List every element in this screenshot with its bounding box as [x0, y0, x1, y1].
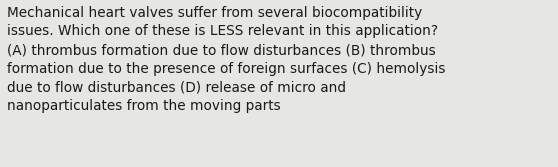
- Text: Mechanical heart valves suffer from several biocompatibility
issues. Which one o: Mechanical heart valves suffer from seve…: [7, 6, 445, 113]
